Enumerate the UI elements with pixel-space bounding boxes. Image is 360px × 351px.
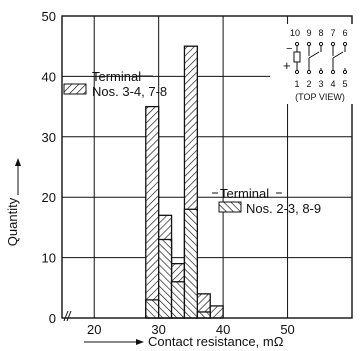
x-tick-label: 20 [87, 322, 101, 337]
x-tick-label: 50 [280, 322, 294, 337]
terminal-number-bottom: 3 [318, 79, 323, 89]
terminal-number-bottom: 5 [342, 79, 347, 89]
y-axis-title-group: Quantity [5, 158, 21, 246]
histogram-bar-series-2 [196, 311, 211, 319]
terminal-diagram-background [270, 24, 360, 104]
y-tick-label: 10 [42, 251, 56, 266]
axis-break-mark [63, 310, 72, 322]
tick-labels: 20 30 40 50 0 10 20 30 40 50 [42, 9, 295, 337]
x-axis-arrowhead [136, 339, 144, 345]
histogram-bar-series-1 [209, 305, 224, 319]
y-tick-label: 20 [42, 190, 56, 205]
legend-2-line2: Nos. 2-3, 8-9 [246, 201, 321, 216]
terminal-number-bottom: 4 [330, 79, 335, 89]
x-axis-title: Contact resistance, mΩ [148, 334, 284, 349]
terminal-number-bottom: 1 [294, 79, 299, 89]
legend-2-line1: Terminal [220, 186, 269, 201]
terminal-number-bottom: 2 [306, 79, 311, 89]
terminal-number-top: 7 [330, 28, 335, 38]
x-tick-label: 30 [151, 322, 165, 337]
top-terminal-numbers: 10 9 8 7 6 [290, 28, 348, 38]
histogram-bar-series-2 [170, 281, 186, 319]
histogram-bar-series-2 [183, 208, 198, 319]
y-axis-title: Quantity [5, 197, 20, 246]
relay-contacts [293, 46, 346, 70]
y-tick-label: 50 [42, 9, 56, 24]
terminal-number-top: 6 [342, 28, 347, 38]
legend-1-line1: Terminal [92, 69, 141, 84]
histogram-bar-series-2 [158, 238, 173, 319]
y-tick-label: 30 [42, 130, 56, 145]
legend-entry-1: Terminal Nos. 3-4, 7-8 [63, 69, 167, 99]
y-tick-label: 40 [42, 69, 56, 84]
terminal-number-top: 10 [290, 28, 300, 38]
y-axis-arrowhead [15, 158, 21, 166]
x-axis-title-group: Contact resistance, mΩ [84, 334, 284, 349]
legend-1-line2: Nos. 3-4, 7-8 [92, 84, 167, 99]
histogram-bar-series-1 [145, 105, 160, 319]
plot-frame [61, 15, 353, 319]
minus-sign: − [286, 43, 292, 55]
histogram-bar-series-2 [145, 299, 160, 319]
terminal-pins [294, 41, 348, 75]
terminal-number-top: 8 [318, 28, 323, 38]
legend-1-swatch [63, 83, 87, 95]
y-tick-label: 0 [49, 311, 56, 326]
legend-2-swatch [218, 201, 242, 213]
top-view-caption: (TOP VIEW) [295, 92, 345, 102]
terminal-number-top: 9 [306, 28, 311, 38]
x-tick-label: 40 [216, 322, 230, 337]
plus-sign: + [283, 58, 291, 73]
legend-entry-2: Terminal Nos. 2-3, 8-9 [212, 186, 321, 216]
